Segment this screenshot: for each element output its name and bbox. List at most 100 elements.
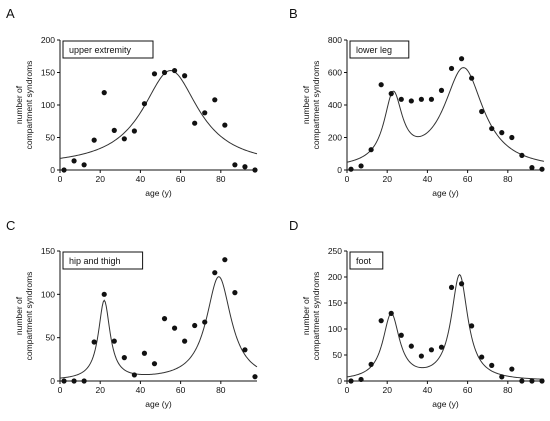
- panel-a-x-tick-label: 0: [58, 174, 63, 184]
- panel-b-y-axis-label: number ofcompartment syndroms: [301, 61, 321, 150]
- panel-d-data-point: [529, 378, 535, 384]
- panel-b-data-point: [438, 87, 445, 93]
- panel-c-data-point: [192, 322, 198, 329]
- panel-b-data-point: [509, 134, 515, 141]
- panel-b-data-point: [358, 163, 364, 169]
- panel-b-fit-curve: [346, 67, 545, 163]
- panel-d-y-tick-label: 200: [328, 272, 342, 282]
- panel-b-data-point: [529, 164, 535, 171]
- panel-d-y-axis-label: number ofcompartment syndroms: [301, 272, 321, 361]
- panel-a-data-point: [101, 90, 107, 96]
- panel-a-data-point: [81, 162, 87, 168]
- panel-a-data-point: [151, 71, 158, 77]
- panel-a-data-point: [121, 136, 127, 142]
- panel-b-x-tick-label: 80: [503, 174, 513, 184]
- panel-b-data-point: [428, 96, 435, 102]
- panel-d-y-tick-label: 50: [333, 350, 343, 360]
- panel-b-x-tick-label: 40: [423, 174, 433, 184]
- panel-d-data-point: [408, 343, 414, 349]
- panel-c-data-point: [131, 372, 137, 378]
- panel-c: C 0 50 100 150 0 20 40 60 80 age (y) number ofcompa…: [6, 218, 258, 409]
- panel-c-data-point: [101, 291, 107, 297]
- panel-d-data-point: [348, 378, 354, 384]
- panel-b-letter: B: [289, 6, 298, 21]
- panel-a-data-point: [232, 162, 238, 168]
- panel-c-x-tick-label: 0: [58, 385, 63, 395]
- panel-b-data-point: [348, 166, 354, 172]
- panel-d-data-point: [458, 281, 465, 287]
- panel-c-data-point: [222, 257, 228, 263]
- panel-c-data-point: [232, 290, 238, 296]
- panel-b-y-tick-label: 200: [328, 133, 342, 143]
- panel-c-letter: C: [6, 218, 15, 233]
- panel-d-data-point: [428, 347, 435, 353]
- panel-d-data-point: [519, 378, 525, 384]
- panel-c-data-point: [81, 378, 87, 384]
- panel-d-x-tick-label: 0: [345, 385, 350, 395]
- panel-c-x-tick-label: 80: [216, 385, 226, 395]
- panel-b-y-tick-label: 0: [337, 165, 342, 175]
- panel-c-data-point: [111, 338, 117, 344]
- panel-b-data-point: [408, 98, 414, 104]
- panel-a-data-point: [212, 97, 218, 103]
- panel-d-y-tick-label: 150: [328, 298, 342, 308]
- panel-a-data-point: [171, 67, 178, 74]
- panel-d-title-box: [349, 251, 384, 270]
- panel-d-data-point: [358, 376, 364, 383]
- panel-a-x-tick-label: 40: [136, 174, 146, 184]
- panel-a-data-point: [71, 158, 77, 164]
- panel-d-data-point: [398, 332, 404, 338]
- panel-a-y-tick-label: 50: [46, 133, 56, 143]
- panel-d-data-point: [499, 374, 505, 380]
- panel-d-title: foot: [356, 256, 372, 266]
- panel-d-letter: D: [289, 218, 298, 233]
- panel-c-y-tick-label: 150: [41, 246, 55, 256]
- panel-d-data-point: [368, 361, 374, 367]
- panel-c-data-point: [212, 270, 218, 276]
- panel-a-y-axis-label: number ofcompartment syndroms: [14, 61, 34, 150]
- panel-c-data-point: [121, 355, 127, 361]
- panel-b-data-point: [499, 130, 505, 136]
- panel-d-data-point: [388, 310, 394, 316]
- panel-c-data-point: [161, 316, 168, 322]
- panel-c-data-point: [91, 339, 97, 345]
- panel-b-data-point: [479, 108, 485, 115]
- panel-b-y-tick-label: 400: [328, 100, 342, 110]
- panel-d-data-point: [539, 378, 545, 384]
- panel-d-y-tick-label: 100: [328, 324, 342, 334]
- panel-b-x-tick-label: 0: [345, 174, 350, 184]
- panel-b-title: lower leg: [356, 45, 392, 55]
- panel-a-data-point: [202, 110, 208, 116]
- panel-c-data-point: [71, 378, 77, 384]
- panel-b-data-point: [398, 96, 404, 102]
- panel-d-y-tick-label: 0: [337, 376, 342, 386]
- panel-a-x-tick-label: 80: [216, 174, 226, 184]
- panel-b-title-box: [349, 40, 410, 59]
- panel-b-data-point: [448, 65, 455, 72]
- panel-d-x-axis-label: age (y): [432, 399, 459, 409]
- panel-c-title: hip and thigh: [69, 256, 121, 266]
- panel-a-data-point: [182, 73, 188, 79]
- panel-c-y-tick-label: 0: [50, 376, 55, 386]
- panel-d-x-tick-label: 60: [463, 385, 473, 395]
- panel-a-data-point: [141, 101, 148, 107]
- panel-b-x-tick-label: 20: [382, 174, 392, 184]
- panel-a-fit-curve: [59, 70, 258, 159]
- panel-a-data-point: [242, 164, 248, 170]
- panel-d-data-point: [479, 354, 485, 360]
- panel-c-x-tick-label: 60: [176, 385, 186, 395]
- panel-a: A 0 50 100 150 200 0 20 40 60 80 age (y) number ofco…: [6, 6, 258, 198]
- panel-d-data-point: [418, 353, 424, 359]
- panel-d-data-point: [469, 323, 475, 329]
- panel-d-data-point: [509, 366, 515, 372]
- panel-c-title-box: [62, 251, 144, 270]
- panel-a-x-tick-label: 60: [176, 174, 186, 184]
- panel-d-x-tick-label: 20: [382, 385, 392, 395]
- panel-b-data-point: [378, 82, 384, 88]
- panel-c-data-point: [61, 378, 67, 384]
- panel-b-data-point: [418, 96, 424, 102]
- panel-d-data-point: [489, 362, 495, 368]
- panel-d-x-tick-label: 80: [503, 385, 513, 395]
- panel-b-data-point: [458, 56, 465, 62]
